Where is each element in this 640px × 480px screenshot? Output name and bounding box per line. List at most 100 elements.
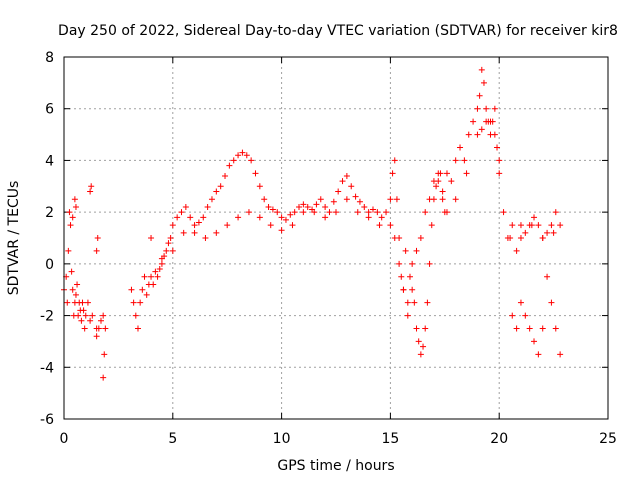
data-point xyxy=(539,235,546,241)
data-point xyxy=(195,219,202,226)
data-point xyxy=(369,206,376,213)
data-point xyxy=(374,209,381,216)
data-point xyxy=(417,351,424,358)
x-tick-label: 10 xyxy=(273,431,291,447)
y-tick-label: 6 xyxy=(45,102,54,118)
data-point xyxy=(365,214,372,221)
data-points xyxy=(61,66,564,381)
data-point xyxy=(439,188,446,195)
data-point xyxy=(82,312,89,319)
data-point xyxy=(411,299,418,306)
data-point xyxy=(72,291,79,298)
data-point xyxy=(100,312,107,319)
data-point xyxy=(256,183,263,190)
data-point xyxy=(89,312,96,319)
x-axis-label: GPS time / hours xyxy=(277,458,394,474)
data-point xyxy=(326,209,333,216)
data-point xyxy=(531,214,538,221)
data-point xyxy=(494,144,501,151)
data-point xyxy=(269,206,276,213)
data-point xyxy=(163,247,170,254)
data-point xyxy=(165,240,172,247)
data-point xyxy=(428,222,435,229)
data-point xyxy=(439,196,446,203)
data-point xyxy=(130,299,137,306)
data-point xyxy=(335,188,342,195)
data-point xyxy=(343,172,350,179)
data-point xyxy=(222,172,229,179)
data-point xyxy=(550,229,557,236)
data-point xyxy=(154,273,161,280)
data-point xyxy=(143,291,150,298)
data-point xyxy=(415,338,422,345)
data-point xyxy=(152,268,159,275)
data-point xyxy=(478,66,485,73)
data-point xyxy=(156,266,163,273)
data-point xyxy=(191,222,198,229)
data-point xyxy=(80,307,87,314)
y-axis-label: SDTVAR / TECUs xyxy=(6,181,22,296)
data-point xyxy=(239,149,246,156)
data-point xyxy=(448,178,455,185)
data-point xyxy=(507,235,514,241)
data-point xyxy=(94,235,101,241)
data-point xyxy=(174,214,181,221)
data-point xyxy=(391,235,398,241)
data-point xyxy=(552,325,559,332)
data-point xyxy=(354,209,361,216)
data-point xyxy=(235,152,242,159)
data-point xyxy=(72,203,79,210)
data-point xyxy=(169,222,176,229)
data-point xyxy=(465,131,472,138)
data-point xyxy=(509,222,516,229)
data-point xyxy=(87,317,94,324)
data-point xyxy=(426,260,433,267)
data-point xyxy=(322,203,329,210)
data-point xyxy=(261,196,268,203)
data-point xyxy=(339,178,346,185)
data-point xyxy=(68,268,75,275)
data-point xyxy=(66,209,73,216)
data-point xyxy=(245,209,252,216)
data-point xyxy=(443,170,450,177)
data-point xyxy=(352,193,359,200)
data-point xyxy=(265,203,272,210)
data-point xyxy=(191,229,198,236)
data-point xyxy=(248,157,255,164)
data-point xyxy=(426,196,433,203)
chart-title: Day 250 of 2022, Sidereal Day-to-day VTE… xyxy=(58,23,618,39)
data-point xyxy=(393,196,400,203)
data-point xyxy=(424,299,431,306)
data-point xyxy=(443,209,450,216)
data-point xyxy=(88,183,95,190)
data-point xyxy=(291,209,298,216)
data-point xyxy=(132,312,139,319)
data-point xyxy=(513,325,520,332)
data-point xyxy=(406,273,413,280)
data-point xyxy=(422,209,429,216)
data-point xyxy=(522,229,529,236)
data-point xyxy=(452,157,459,164)
data-point xyxy=(548,299,555,306)
data-point xyxy=(365,209,372,216)
data-point xyxy=(389,170,396,177)
data-point xyxy=(102,325,109,332)
data-point xyxy=(93,333,100,340)
data-point xyxy=(243,152,250,159)
data-point xyxy=(287,211,294,218)
data-point xyxy=(483,105,490,112)
data-point xyxy=(230,157,237,164)
data-point xyxy=(526,325,533,332)
data-point xyxy=(548,222,555,229)
data-point xyxy=(387,196,394,203)
data-point xyxy=(470,118,477,125)
data-point xyxy=(409,286,416,293)
data-point xyxy=(100,374,107,381)
data-point xyxy=(420,343,427,350)
data-point xyxy=(509,312,516,319)
data-point xyxy=(252,170,259,177)
data-point xyxy=(84,299,91,306)
data-point xyxy=(187,214,194,221)
y-tick-label: -2 xyxy=(40,309,54,325)
